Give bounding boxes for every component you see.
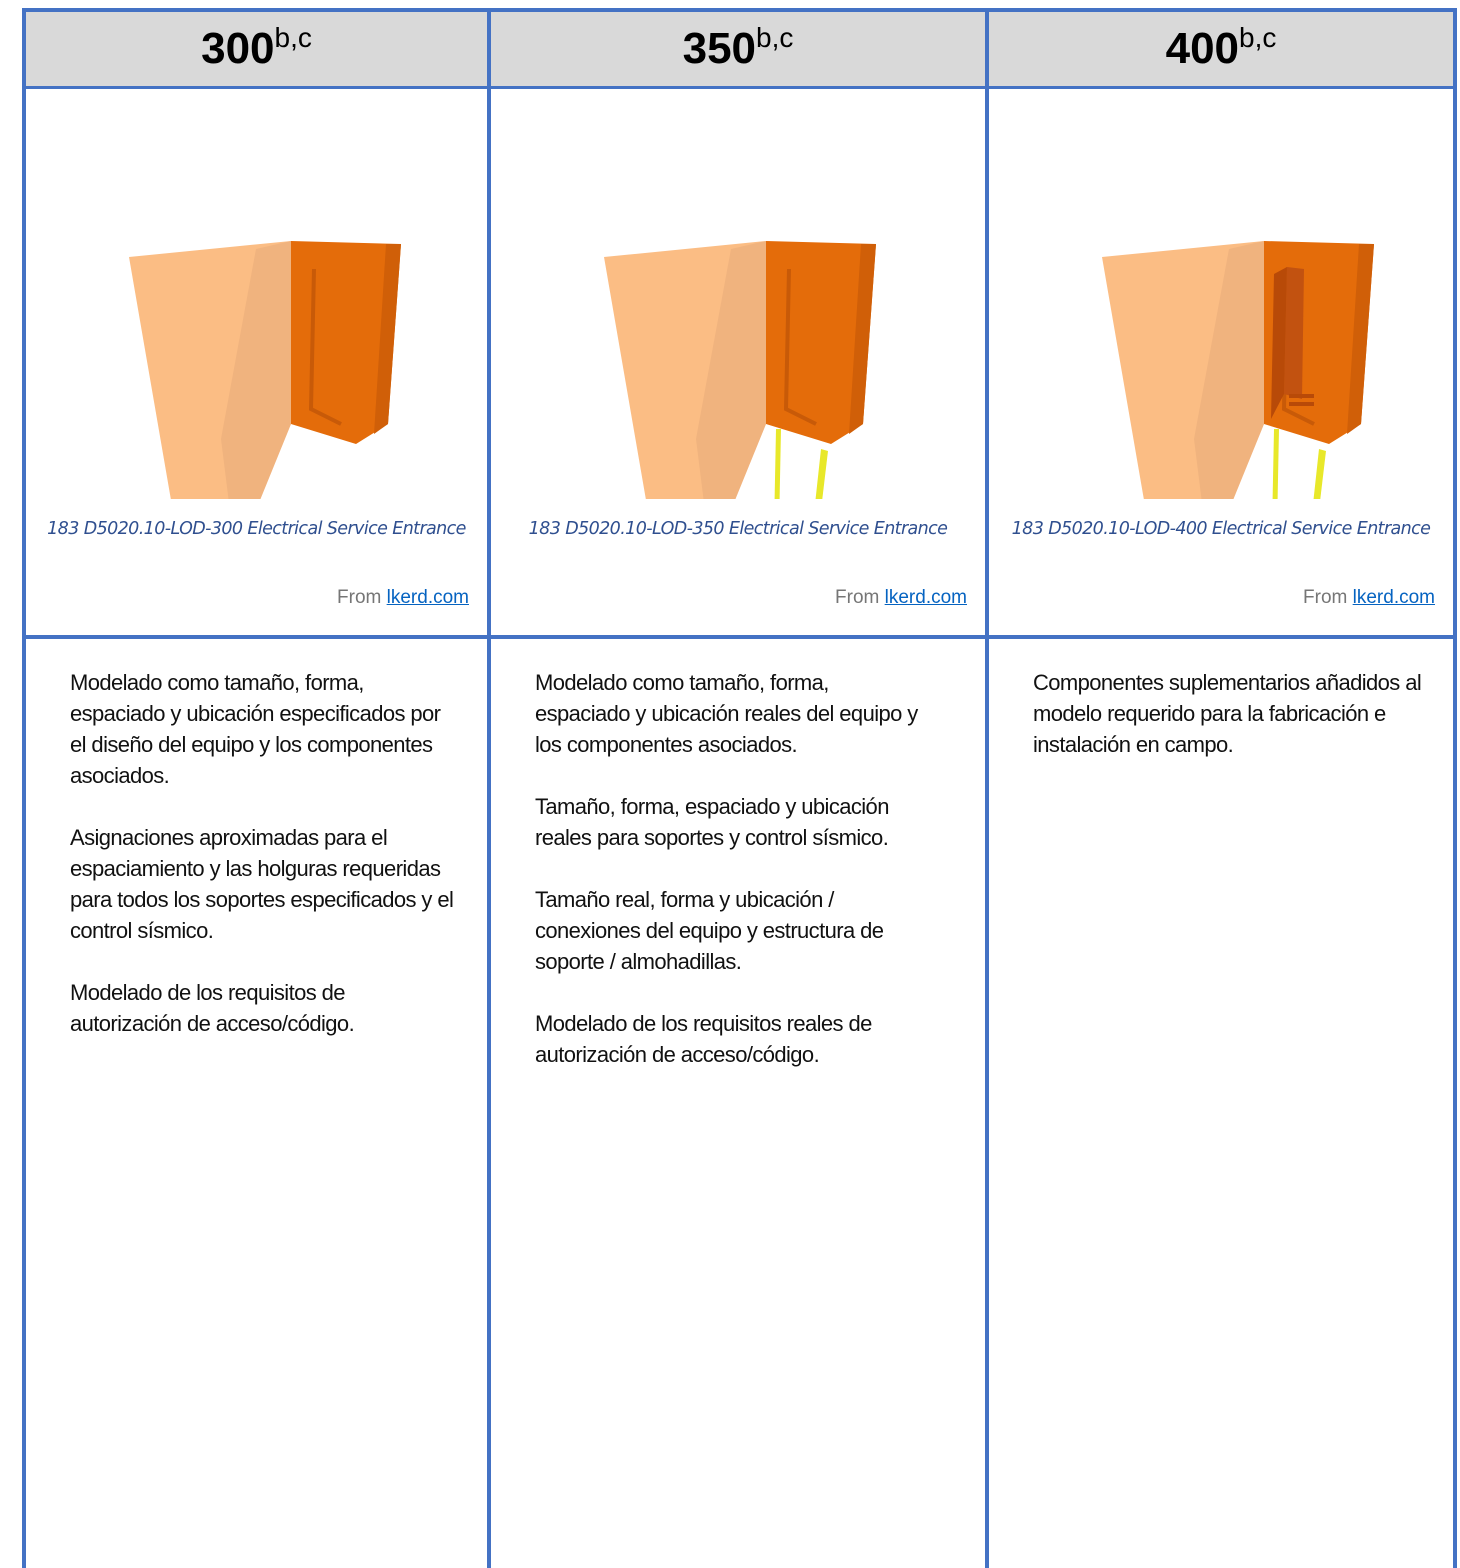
description-cell: Modelado como tamaño, forma, espaciado y… xyxy=(491,639,925,1070)
superscript: b,c xyxy=(1239,22,1277,53)
description: Asignaciones aproximadas para el espacia… xyxy=(70,825,454,943)
source: From lkerd.com xyxy=(835,587,967,609)
superscript: b,c xyxy=(274,22,312,53)
description: Componentes suplementarios añadidos al m… xyxy=(1033,670,1422,757)
description: Tamaño, forma, espaciado y ubicación rea… xyxy=(535,794,889,850)
caption: 183 D5020.10-LOD-400 Electrical Service … xyxy=(1011,519,1431,539)
header-cell: 350b,c xyxy=(491,8,985,89)
image-cell: 183 D5020.10-LOD-400 Electrical Service … xyxy=(989,89,1453,639)
source: From lkerd.com xyxy=(337,587,469,609)
description: Tamaño real, forma y ubicación / conexio… xyxy=(535,887,884,974)
lod-level: 400 xyxy=(1165,24,1240,73)
source-link[interactable]: lkerd.com xyxy=(1352,587,1435,608)
source-link[interactable]: lkerd.com xyxy=(386,587,469,608)
cabinet-illustration xyxy=(127,239,403,499)
source-label: From xyxy=(1303,587,1348,608)
image-cell: 183 D5020.10-LOD-350 Electrical Service … xyxy=(491,89,985,639)
column: 350b,c 183 D5020.10-LOD-350 Electrical Se… xyxy=(487,8,985,1568)
source-label: From xyxy=(835,587,880,608)
description-cell: Componentes suplementarios añadidos al m… xyxy=(989,639,1423,760)
cabinet-illustration xyxy=(602,239,878,499)
description: Modelado como tamaño, forma, espaciado y… xyxy=(70,670,441,788)
header-cell: 400b,c xyxy=(989,8,1453,89)
caption: 183 D5020.10-LOD-300 Electrical Service … xyxy=(47,519,466,539)
source-link[interactable]: lkerd.com xyxy=(884,587,967,608)
column: 300b,c 183 D5020.10-LOD-300 Electrical Se… xyxy=(22,8,487,1568)
description: Modelado de los requisitos de autorizaci… xyxy=(70,980,355,1036)
source-label: From xyxy=(337,587,382,608)
lod-level: 300 xyxy=(201,24,275,73)
column: 400b,c 183 D5020.10-LOD-400 Electrical Se… xyxy=(985,8,1457,1568)
description: Modelado como tamaño, forma, espaciado y… xyxy=(535,670,918,757)
cabinet-illustration xyxy=(1100,239,1376,499)
superscript: b,c xyxy=(756,22,794,53)
image-cell: 183 D5020.10-LOD-300 Electrical Service … xyxy=(26,89,487,639)
source: From lkerd.com xyxy=(1303,587,1435,609)
caption: 183 D5020.10-LOD-350 Electrical Service … xyxy=(528,519,948,539)
lod-level: 350 xyxy=(682,24,757,73)
description-cell: Modelado como tamaño, forma, espaciado y… xyxy=(26,639,460,1039)
description: Modelado de los requisitos reales de aut… xyxy=(535,1011,872,1067)
header-cell: 300b,c xyxy=(26,8,487,89)
